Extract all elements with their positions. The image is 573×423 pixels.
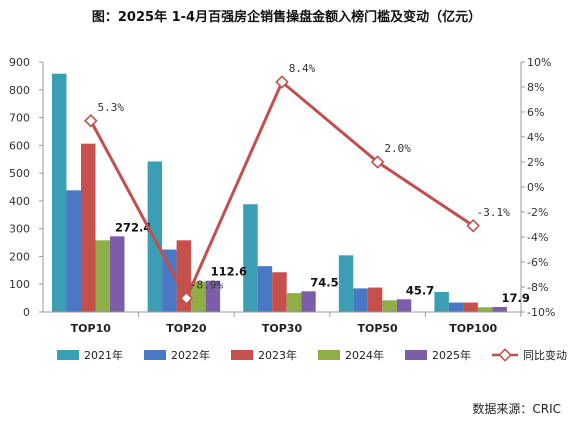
- legend-label: 2023年: [258, 348, 297, 362]
- y-right-tick-label: -10%: [527, 306, 555, 319]
- y-right-tick-label: 0%: [527, 181, 544, 194]
- bar-top30-2025: [301, 291, 316, 312]
- legend-swatch: [144, 350, 166, 360]
- legend-marker: [498, 348, 512, 362]
- bar-top10-2024: [95, 240, 110, 312]
- bar-top100-2024: [477, 307, 493, 312]
- y-left-tick-label: 600: [9, 139, 30, 152]
- y-left-tick-label: 0: [23, 306, 30, 319]
- legend-swatch: [231, 350, 253, 360]
- bar-top10-2023: [81, 143, 96, 312]
- y-right-tick-label: 2%: [527, 156, 544, 169]
- bar-data-label: 17.9: [501, 291, 529, 305]
- x-tick-label: TOP10: [71, 322, 112, 335]
- source-note: 数据来源：CRIC: [472, 402, 561, 416]
- legend-swatch: [57, 350, 79, 360]
- bar-top50-2023: [367, 287, 383, 312]
- legend-label: 2022年: [171, 348, 210, 362]
- line-data-label: 2.0%: [384, 142, 411, 155]
- bar-top10-2021: [52, 73, 67, 313]
- bar-top100-2023: [463, 302, 478, 312]
- bar-top30-2021: [243, 204, 258, 312]
- x-tick-label: TOP30: [262, 322, 303, 335]
- y-right-tick-label: -8%: [527, 281, 548, 294]
- y-right-tick-label: -4%: [527, 231, 548, 244]
- x-tick-label: TOP20: [166, 322, 207, 335]
- bar-top50-2022: [353, 288, 368, 312]
- legend-label: 2024年: [345, 348, 384, 362]
- legend-label: 同比变动: [523, 348, 567, 362]
- bar-top100-2025: [492, 307, 507, 312]
- bar-top10-2025: [110, 236, 125, 312]
- y-left-tick-label: 500: [9, 167, 30, 180]
- line-point-marker: [370, 155, 385, 169]
- x-tick-label: TOP100: [449, 322, 497, 335]
- line-data-label: 5.3%: [98, 101, 125, 114]
- legend-label: 2025年: [432, 348, 471, 362]
- y-left-tick-label: 900: [9, 56, 30, 69]
- bar-top100-2021: [434, 292, 449, 312]
- bar-data-label: 272.4: [115, 220, 151, 234]
- bar-top30-2022: [257, 266, 273, 312]
- y-right-tick-label: 4%: [527, 131, 544, 144]
- bar-top50-2025: [396, 299, 412, 312]
- bar-data-label: 45.7: [406, 283, 434, 297]
- legend-label: 2021年: [84, 348, 123, 362]
- y-right-tick-label: 6%: [527, 106, 544, 119]
- y-right-tick-label: 8%: [527, 81, 544, 94]
- bar-top50-2021: [338, 255, 354, 312]
- y-left-tick-label: 800: [9, 84, 30, 97]
- y-right-tick-label: -6%: [527, 256, 548, 269]
- y-left-tick-label: 700: [9, 112, 30, 125]
- bar-top20-2024: [191, 281, 206, 312]
- line-data-label: -3.1%: [477, 206, 510, 219]
- line-data-label: -8.9%: [190, 278, 223, 291]
- line-point-marker: [275, 75, 289, 89]
- y-left-tick-label: 400: [9, 195, 30, 208]
- y-left-tick-label: 300: [9, 223, 30, 236]
- bar-top20-2025: [205, 280, 221, 312]
- chart-title: 图：2025年 1-4月百强房企销售操盘金额入榜门槛及变动（亿元）: [91, 10, 482, 25]
- y-right-tick-label: -2%: [527, 206, 548, 219]
- bar-data-label: 112.6: [211, 265, 247, 279]
- x-tick-label: TOP50: [357, 322, 398, 335]
- bar-top20-2022: [162, 249, 177, 312]
- bar-top50-2024: [382, 300, 397, 312]
- y-left-tick-label: 200: [9, 250, 30, 263]
- line-point-marker: [84, 113, 98, 128]
- y-left-tick-label: 100: [9, 278, 30, 291]
- legend-swatch: [318, 350, 340, 360]
- bar-top30-2024: [286, 293, 302, 312]
- legend-swatch: [405, 350, 427, 360]
- bar-top10-2022: [66, 190, 81, 312]
- bar-top100-2022: [448, 302, 464, 312]
- y-right-tick-label: 10%: [527, 56, 551, 69]
- line-point-marker: [466, 218, 480, 233]
- bar-top30-2023: [272, 272, 287, 312]
- line-data-label: 8.4%: [289, 62, 316, 75]
- bar-data-label: 74.5: [310, 275, 338, 289]
- line-point-marker: [179, 291, 194, 306]
